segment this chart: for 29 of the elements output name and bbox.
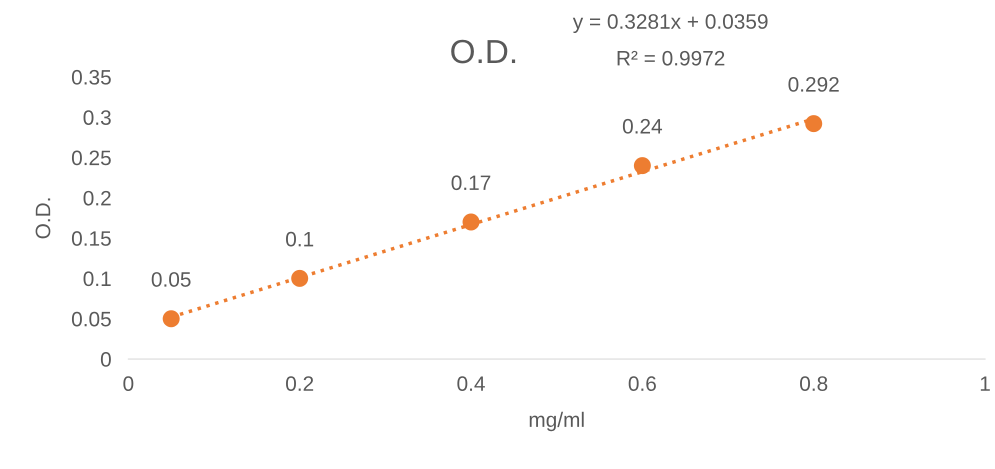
x-tick-label: 0 [123, 376, 134, 391]
y-tick-label: 0.2 [84, 190, 111, 206]
y-tick-label: 0.35 [72, 70, 111, 85]
x-tick-label: 1 [980, 376, 990, 391]
point [805, 115, 822, 132]
x-tick-label: 0.4 [457, 376, 485, 391]
x-tick-label: 0.6 [628, 376, 656, 391]
x-axis-title: mg/ml [530, 412, 584, 432]
data-label: 0.292 [788, 77, 839, 92]
y-tick-label: 0.25 [72, 150, 111, 166]
text: R² = 0.9972 [618, 50, 724, 66]
data-label: 0.24 [622, 118, 662, 134]
data-label: 0.05 [152, 272, 191, 287]
point [291, 270, 308, 287]
data-label: 0.17 [452, 175, 490, 190]
data-label: 0.1 [286, 232, 314, 247]
x-tick-label: 0.8 [800, 376, 828, 391]
text: y = 0.3281x + 0.0359 [572, 14, 768, 34]
chart-title: O.D. [451, 40, 516, 64]
y-tick-label: 0 [100, 352, 111, 367]
x-tick-label: 0.2 [286, 376, 314, 391]
point [634, 157, 651, 174]
point [162, 310, 180, 328]
y-axis-title: O.D. [36, 198, 50, 238]
y-tick-label: 0.15 [72, 231, 111, 246]
y-tick-label: 0.1 [84, 271, 111, 286]
point [462, 213, 480, 230]
y-tick-label: 0.05 [72, 312, 111, 326]
y-tick-label: 0.3 [84, 110, 111, 125]
